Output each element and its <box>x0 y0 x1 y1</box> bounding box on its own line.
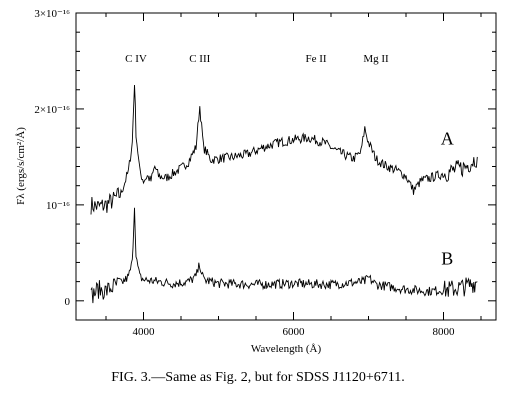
x-tick-label: 8000 <box>433 326 456 338</box>
emission-line-label: C IV <box>125 53 147 65</box>
x-axis-label: Wavelength (Å) <box>251 343 322 355</box>
figure-caption: FIG. 3.—Same as Fig. 2, but for SDSS J11… <box>111 370 405 385</box>
y-axis-label: Fλ (ergs/s/cm²/Å) <box>15 127 27 205</box>
series-label: A <box>441 129 454 149</box>
y-tick-label: 3×10⁻¹⁶ <box>34 8 70 20</box>
y-tick-label: 10⁻¹⁶ <box>46 200 70 212</box>
spectrum-series-a <box>90 84 478 215</box>
x-tick-label: 6000 <box>283 326 306 338</box>
y-tick-label: 0 <box>65 296 71 308</box>
series-label: B <box>441 248 453 268</box>
emission-line-label: C III <box>189 53 210 65</box>
y-tick-label: 2×10⁻¹⁶ <box>34 104 70 116</box>
x-tick-label: 4000 <box>133 326 156 338</box>
spectrum-series-b <box>90 207 478 304</box>
emission-line-label: Mg II <box>363 53 389 65</box>
emission-line-label: Fe II <box>305 53 326 65</box>
